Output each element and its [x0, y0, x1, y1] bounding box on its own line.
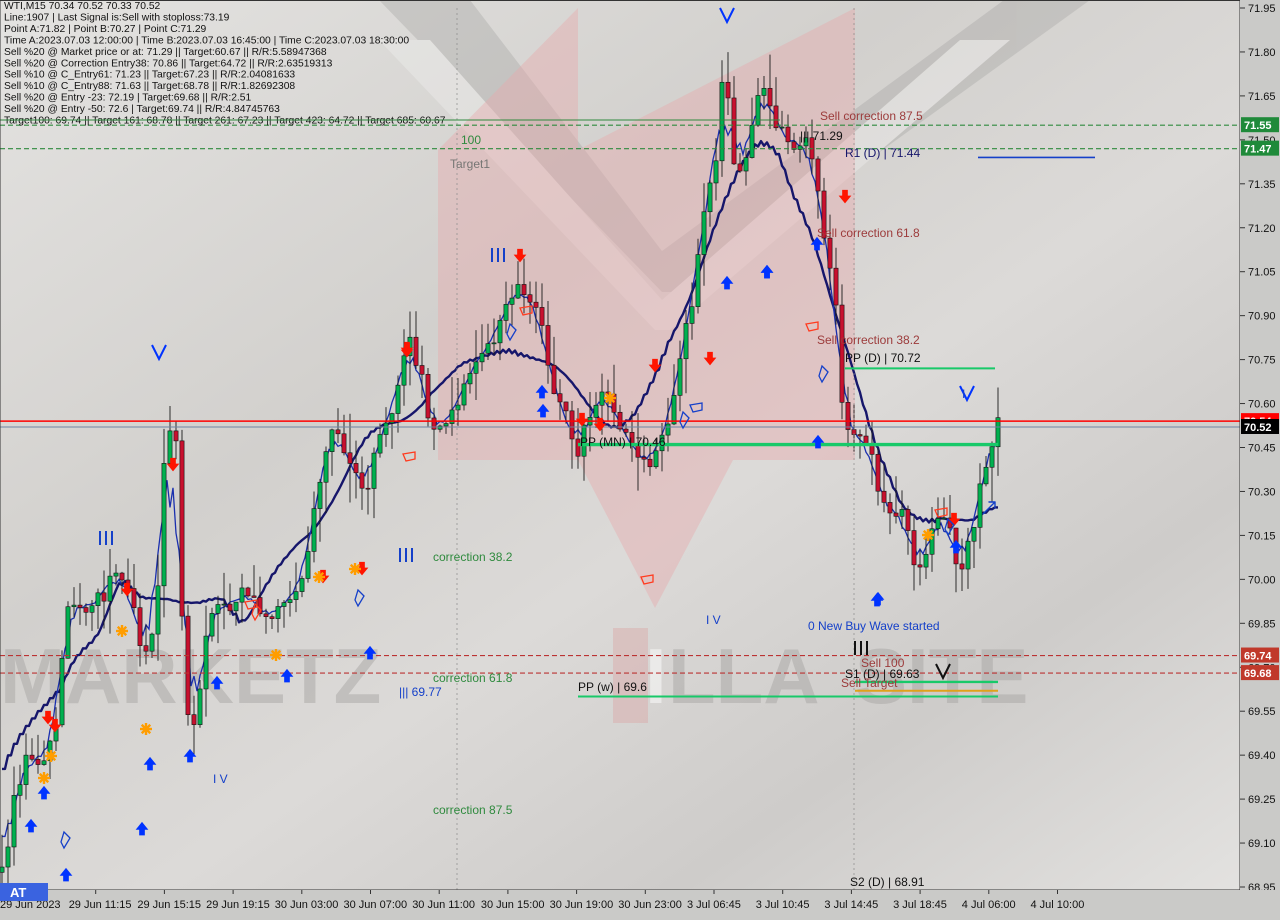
svg-text:70.30: 70.30: [1248, 486, 1276, 498]
svg-text:Sell %10 @ C_Entry88: 71.63 ||: Sell %10 @ C_Entry88: 71.63 || Target:68…: [4, 81, 295, 92]
svg-text:71.35: 71.35: [1248, 179, 1276, 191]
svg-text:71.55: 71.55: [1244, 120, 1272, 132]
svg-text:29 Jun 15:15: 29 Jun 15:15: [137, 899, 201, 911]
svg-text:30 Jun 23:00: 30 Jun 23:00: [618, 899, 682, 911]
svg-text:70.60: 70.60: [1248, 399, 1276, 411]
svg-text:Sell %20 @ Market price or at:: Sell %20 @ Market price or at: 71.29 || …: [4, 47, 327, 58]
svg-text:0 New Buy Wave started: 0 New Buy Wave started: [808, 619, 940, 633]
svg-text:Sell %10 @ C_Entry61: 71.23 ||: Sell %10 @ C_Entry61: 71.23 || Target:67…: [4, 70, 295, 81]
svg-text:PP (MN) | 70.46: PP (MN) | 70.46: [580, 435, 666, 449]
svg-text:I: I: [962, 387, 965, 401]
svg-text:||| 71.29: ||| 71.29: [800, 129, 843, 143]
svg-text:71.47: 71.47: [1244, 144, 1272, 156]
svg-text:30 Jun 11:00: 30 Jun 11:00: [412, 899, 475, 911]
svg-text:Sell correction 38.2: Sell correction 38.2: [817, 333, 920, 347]
svg-text:69.74: 69.74: [1244, 651, 1272, 663]
svg-text:70.00: 70.00: [1248, 574, 1276, 586]
svg-text:69.25: 69.25: [1248, 794, 1276, 806]
svg-text:3 Jul 14:45: 3 Jul 14:45: [824, 899, 878, 911]
svg-text:69.85: 69.85: [1248, 618, 1276, 630]
svg-text:Time A:2023.07.03 12:00:00 | T: Time A:2023.07.03 12:00:00 | Time B:2023…: [4, 35, 409, 46]
svg-text:R1 (D) | 71.44: R1 (D) | 71.44: [845, 146, 920, 160]
svg-text:70.45: 70.45: [1248, 443, 1276, 455]
svg-text:70.52: 70.52: [1244, 422, 1272, 434]
svg-text:71.80: 71.80: [1248, 47, 1276, 59]
svg-text:71.20: 71.20: [1248, 223, 1276, 235]
svg-text:S2 (D) | 68.91: S2 (D) | 68.91: [850, 875, 925, 889]
svg-text:69.68: 69.68: [1244, 668, 1272, 680]
svg-text:69.40: 69.40: [1248, 750, 1276, 762]
svg-text:PP (w) | 69.6: PP (w) | 69.6: [578, 680, 647, 694]
svg-text:71.65: 71.65: [1248, 91, 1276, 103]
svg-text:correction 61.8: correction 61.8: [433, 671, 513, 685]
svg-text:100: 100: [461, 133, 481, 147]
svg-text:correction 38.2: correction 38.2: [433, 550, 513, 564]
svg-text:LLA: LLA: [668, 632, 820, 720]
svg-text:correction 87.5: correction 87.5: [433, 803, 513, 817]
svg-text:29 Jun 11:15: 29 Jun 11:15: [69, 899, 132, 911]
svg-text:Sell correction 87.5: Sell correction 87.5: [820, 109, 923, 123]
svg-text:3 Jul 18:45: 3 Jul 18:45: [893, 899, 947, 911]
svg-text:Sell %20 @ Correction Entry38:: Sell %20 @ Correction Entry38: 70.86 || …: [4, 58, 333, 69]
svg-text:Sell Target: Sell Target: [841, 676, 898, 690]
svg-text:Sell correction 61.8: Sell correction 61.8: [817, 226, 920, 240]
svg-text:4 Jul 10:00: 4 Jul 10:00: [1031, 899, 1085, 911]
svg-text:30 Jun 19:00: 30 Jun 19:00: [550, 899, 614, 911]
svg-text:3 Jul 06:45: 3 Jul 06:45: [687, 899, 741, 911]
svg-text:Sell %20 @ Entry -50: 72.6 | T: Sell %20 @ Entry -50: 72.6 | Target:69.7…: [4, 104, 280, 115]
svg-text:70.75: 70.75: [1248, 355, 1276, 367]
svg-text:30 Jun 03:00: 30 Jun 03:00: [275, 899, 339, 911]
svg-text:4 Jul 06:00: 4 Jul 06:00: [962, 899, 1016, 911]
svg-text:69.10: 69.10: [1248, 838, 1276, 850]
svg-text:30 Jun 07:00: 30 Jun 07:00: [344, 899, 408, 911]
svg-text:3 Jul 10:45: 3 Jul 10:45: [756, 899, 810, 911]
svg-text:30 Jun 15:00: 30 Jun 15:00: [481, 899, 545, 911]
svg-text:PP (D) | 70.72: PP (D) | 70.72: [845, 351, 921, 365]
svg-text:70.15: 70.15: [1248, 530, 1276, 542]
svg-text:Line:1907 | Last Signal is:Sel: Line:1907 | Last Signal is:Sell with sto…: [4, 12, 230, 23]
svg-text:Sell %20 @ Entry -23: 72.19 |: Sell %20 @ Entry -23: 72.19 | Target:69.…: [4, 93, 252, 104]
svg-text:WTI,M15 70.34 70.52 70.33 70.: WTI,M15 70.34 70.52 70.33 70.52: [4, 1, 161, 12]
svg-text:71.05: 71.05: [1248, 267, 1276, 279]
svg-text:I: I: [645, 632, 667, 720]
svg-text:29 Jun 19:15: 29 Jun 19:15: [206, 899, 270, 911]
svg-text:I V: I V: [213, 772, 228, 786]
svg-text:Target1: Target1: [450, 157, 490, 171]
svg-text:71.95: 71.95: [1248, 3, 1276, 15]
svg-text:70.90: 70.90: [1248, 311, 1276, 323]
svg-text:Target100: 69.74 || Target 161: Target100: 69.74 || Target 161: 68.78 ||…: [4, 116, 446, 127]
svg-text:I V: I V: [706, 613, 721, 627]
svg-text:69.55: 69.55: [1248, 706, 1276, 718]
svg-text:||| 69.77: ||| 69.77: [399, 685, 442, 699]
svg-text:AT: AT: [10, 885, 26, 900]
svg-text:Point A:71.82 | Point B:70.27: Point A:71.82 | Point B:70.27 | Point C:…: [4, 24, 207, 35]
